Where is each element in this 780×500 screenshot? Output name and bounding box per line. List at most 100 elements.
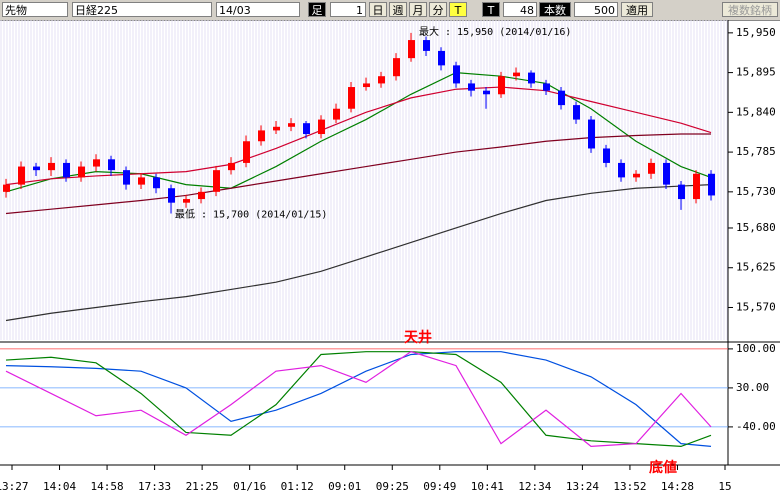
annotation: 天井 bbox=[404, 329, 432, 346]
candle-body bbox=[93, 159, 100, 167]
candle-body bbox=[543, 83, 550, 91]
candle-body bbox=[63, 162, 70, 178]
candle-body bbox=[573, 105, 580, 120]
toolbar: 先物 日経225 14/03 足 1 日 週 月 分 T T 48 本数 500… bbox=[0, 0, 780, 21]
label: 本数 bbox=[539, 2, 571, 17]
line-series bbox=[5, 184, 712, 322]
candle-body bbox=[528, 72, 535, 84]
candle-body bbox=[708, 173, 715, 196]
label: 足 bbox=[308, 2, 326, 17]
button[interactable]: T bbox=[449, 2, 467, 17]
candle-body bbox=[333, 108, 340, 120]
candle-body bbox=[363, 83, 370, 88]
x-tick-label: 12:34 bbox=[518, 480, 551, 493]
x-tick-label: 09:49 bbox=[423, 480, 456, 493]
candle-body bbox=[123, 170, 130, 185]
button[interactable]: 日 bbox=[369, 2, 387, 17]
x-tick-label: 09:25 bbox=[376, 480, 409, 493]
line-series bbox=[5, 351, 712, 448]
candle-body bbox=[408, 40, 415, 59]
y-tick-label: -40.00 bbox=[736, 420, 776, 433]
candle-body bbox=[288, 123, 295, 127]
y-tick-label: 15,625 bbox=[736, 261, 776, 274]
line-series bbox=[5, 351, 712, 447]
candle-body bbox=[648, 162, 655, 174]
y-tick-label: 30.00 bbox=[736, 381, 769, 394]
candle-body bbox=[378, 76, 385, 84]
candle-body bbox=[78, 166, 85, 178]
candle-body bbox=[228, 162, 235, 171]
spin[interactable]: 1 bbox=[330, 2, 366, 17]
line-series bbox=[5, 351, 712, 448]
candle-body bbox=[108, 159, 115, 171]
candle-body bbox=[693, 173, 700, 200]
label: T bbox=[482, 2, 500, 17]
candle-body bbox=[213, 170, 220, 192]
x-tick-label: 13:24 bbox=[566, 480, 599, 493]
candle-body bbox=[498, 76, 505, 95]
y-tick-label: 100.00 bbox=[736, 342, 776, 355]
y-tick-label: 15,680 bbox=[736, 221, 776, 234]
dropdown[interactable]: 14/03 bbox=[216, 2, 300, 17]
candle-body bbox=[513, 72, 520, 77]
x-tick-label: 01:12 bbox=[281, 480, 314, 493]
candle-body bbox=[423, 40, 430, 51]
x-tick-label: 01/16 bbox=[233, 480, 266, 493]
spin[interactable]: 500 bbox=[574, 2, 618, 17]
button[interactable]: 適用 bbox=[621, 2, 653, 17]
dropdown[interactable]: 先物 bbox=[2, 2, 68, 17]
x-tick-label: 13:27 bbox=[0, 480, 29, 493]
candle-body bbox=[633, 173, 640, 178]
candle-body bbox=[303, 123, 310, 135]
candle-body bbox=[558, 90, 565, 106]
candle-body bbox=[483, 90, 490, 95]
candle-body bbox=[618, 162, 625, 178]
candle-body bbox=[168, 188, 175, 203]
candle-body bbox=[153, 177, 160, 189]
candle-body bbox=[678, 184, 685, 200]
line-series bbox=[5, 133, 711, 215]
x-tick-label: 17:33 bbox=[138, 480, 171, 493]
annotation: 最大 : 15,950 (2014/01/16) bbox=[419, 25, 571, 38]
y-tick-label: 15,840 bbox=[736, 105, 776, 118]
button[interactable]: 週 bbox=[389, 2, 407, 17]
y-tick-label: 15,570 bbox=[736, 300, 776, 313]
x-tick-label: 14:28 bbox=[661, 480, 694, 493]
dropdown[interactable]: 日経225 bbox=[72, 2, 212, 17]
x-tick-label: 14:58 bbox=[91, 480, 124, 493]
candle-body bbox=[393, 58, 400, 77]
spin[interactable]: 48 bbox=[503, 2, 537, 17]
annotation: 最低 : 15,700 (2014/01/15) bbox=[175, 208, 327, 221]
candle-body bbox=[3, 184, 10, 192]
chart: 15,950 15,895 15,840 15,785 15,730 15,680 15,6… bbox=[0, 20, 780, 493]
y-tick-label: 15,730 bbox=[736, 185, 776, 198]
candle-body bbox=[348, 87, 355, 109]
candle-body bbox=[243, 141, 250, 163]
x-tick-label: 09:01 bbox=[328, 480, 361, 493]
button[interactable]: 複数銘柄 bbox=[722, 2, 778, 17]
candle-body bbox=[48, 162, 55, 171]
candle-body bbox=[273, 126, 280, 131]
annotation: 底値 bbox=[649, 459, 677, 476]
y-tick-label: 15,895 bbox=[736, 66, 776, 79]
plot-bg bbox=[0, 20, 728, 340]
button[interactable]: 分 bbox=[429, 2, 447, 17]
y-tick-label: 15,950 bbox=[736, 26, 776, 39]
x-tick-label: 10:41 bbox=[471, 480, 504, 493]
candle-body bbox=[468, 83, 475, 91]
x-tick-label: 14:04 bbox=[43, 480, 76, 493]
candle-body bbox=[33, 166, 40, 171]
candle-body bbox=[588, 119, 595, 149]
candle-body bbox=[18, 166, 25, 185]
x-tick-label: 13:52 bbox=[613, 480, 646, 493]
x-tick-label: 15 bbox=[718, 480, 731, 493]
candle-body bbox=[453, 65, 460, 84]
button[interactable]: 月 bbox=[409, 2, 427, 17]
candle-body bbox=[258, 130, 265, 142]
candle-body bbox=[138, 177, 145, 185]
x-tick-label: 21:25 bbox=[186, 480, 219, 493]
candle-body bbox=[663, 162, 670, 185]
y-tick-label: 15,785 bbox=[736, 145, 776, 158]
candle-body bbox=[438, 50, 445, 66]
